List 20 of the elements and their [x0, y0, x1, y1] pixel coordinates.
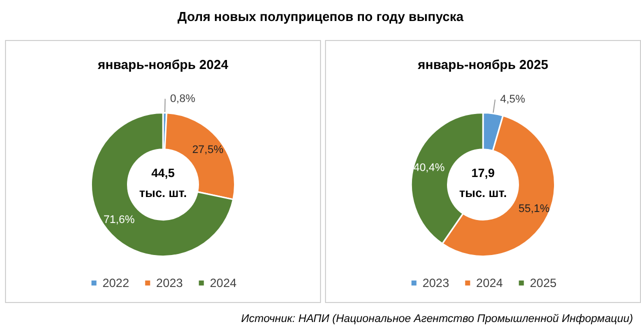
legend-label: 2022	[102, 276, 130, 290]
data-label: 55,1%	[518, 202, 550, 215]
data-label: 40,4%	[413, 162, 445, 174]
chart-subtitle: январь-ноябрь 2024	[98, 57, 229, 72]
legend-label: 2023	[422, 276, 450, 290]
text: 17,9	[471, 166, 495, 180]
legend-label: 2025	[530, 276, 557, 290]
chart-subtitle: январь-ноябрь 2025	[418, 57, 548, 72]
text: Источник: НАПИ (Национальное Агентство Промышленной Информации)	[241, 313, 633, 325]
legend-label: 2024	[476, 276, 504, 290]
text: тыс. шт.	[458, 185, 508, 202]
data-label: 4,5%	[500, 94, 526, 106]
text: Доля новых полуприцепов по году выпуска	[176, 9, 464, 24]
text: тыс. шт.	[138, 185, 188, 202]
data-label: 27,5%	[192, 144, 224, 156]
data-label: 0,8%	[170, 92, 196, 105]
legend-label: 2023	[156, 276, 184, 290]
text: 44,5	[150, 165, 176, 182]
legend-label: 2024	[210, 276, 237, 290]
data-label: 71,6%	[103, 214, 135, 226]
